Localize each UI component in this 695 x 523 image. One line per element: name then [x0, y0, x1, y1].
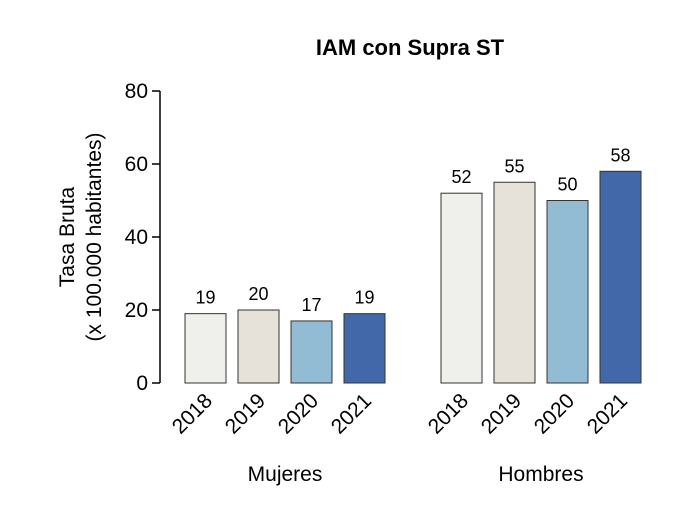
- chart-title: IAM con Supra ST: [316, 35, 505, 60]
- data-label: 52: [451, 167, 471, 187]
- data-label: 19: [195, 288, 215, 308]
- x-tick-label: 2021: [327, 389, 376, 438]
- bar-hombres-2018: [440, 192, 483, 384]
- x-tick-label: 2018: [424, 389, 473, 438]
- x-tick-label: 2020: [530, 389, 579, 438]
- y-axis-label-line2: (x 100.000 habitantes): [83, 133, 106, 342]
- data-label: 19: [354, 288, 374, 308]
- data-label: 50: [557, 175, 577, 195]
- group-label-mujeres: Mujeres: [248, 463, 323, 486]
- x-tick-label: 2019: [221, 389, 270, 438]
- y-axis-label-line1: Tasa Bruta: [56, 186, 79, 287]
- group-labels: Mujeres Hombres: [248, 463, 584, 486]
- y-tick-label: 60: [125, 153, 148, 176]
- data-label: 58: [610, 145, 630, 165]
- bar-mujeres-2021: [343, 313, 386, 384]
- data-label: 20: [248, 284, 268, 304]
- data-labels: 19 20 17 19 52 55 50 58: [195, 145, 630, 315]
- group-label-hombres: Hombres: [498, 463, 583, 486]
- bars: [184, 170, 642, 384]
- x-tick-label: 2021: [583, 389, 632, 438]
- x-tick-label: 2020: [274, 389, 323, 438]
- y-axis-label: Tasa Bruta (x 100.000 habitantes): [56, 133, 106, 342]
- bar-mujeres-2020: [290, 320, 333, 384]
- bar-hombres-2019: [493, 181, 536, 384]
- y-tick-label: 0: [136, 372, 148, 395]
- bar-hombres-2020: [546, 200, 589, 384]
- data-label: 55: [504, 156, 524, 176]
- y-tick-label: 20: [125, 299, 148, 322]
- bar-mujeres-2018: [184, 313, 227, 384]
- y-tick-label: 40: [125, 226, 148, 249]
- x-tick-label: 2019: [477, 389, 526, 438]
- y-axis: 0 20 40 60 80: [125, 80, 161, 395]
- bar-mujeres-2019: [237, 309, 280, 384]
- data-label: 17: [301, 295, 321, 315]
- y-tick-label: 80: [125, 80, 148, 103]
- x-axis-labels: 2018 2019 2020 2021 2018 2019 2020 2021: [168, 389, 632, 438]
- x-tick-label: 2018: [168, 389, 217, 438]
- bar-hombres-2021: [599, 170, 642, 384]
